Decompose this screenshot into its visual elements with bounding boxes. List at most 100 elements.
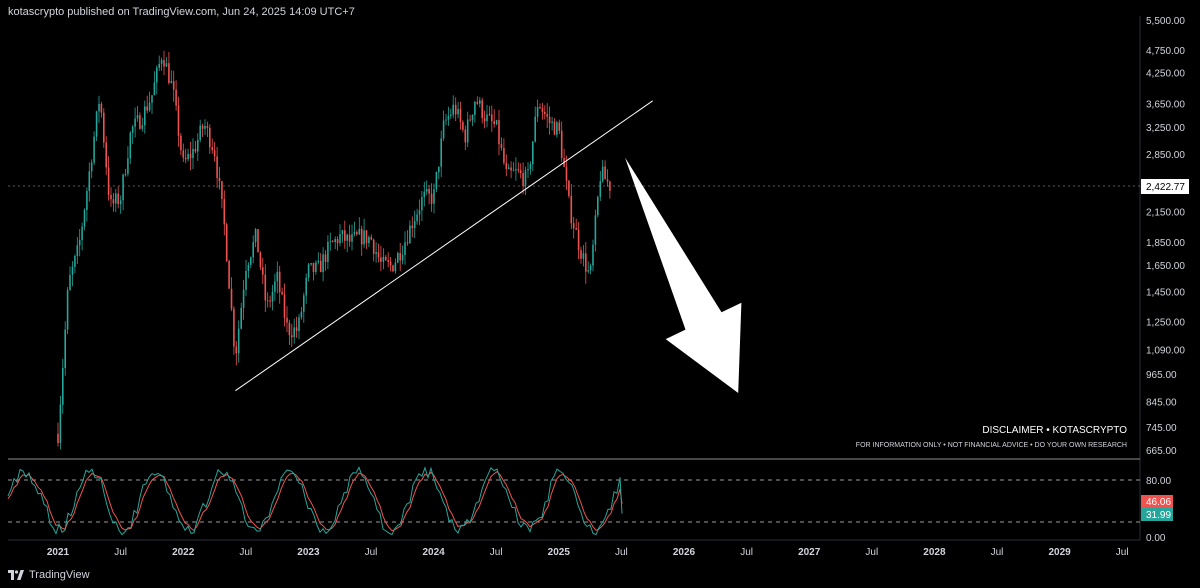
candle-body [199, 125, 201, 140]
stoch-value-green: 31.99 [1146, 510, 1171, 521]
price-tick-label: 4,750.00 [1146, 46, 1185, 57]
candle-body [295, 327, 298, 331]
candle-body [493, 121, 495, 124]
candle-body [604, 166, 606, 180]
stoch-axis: 80.00 0.00 46.06 31.99 [1141, 476, 1173, 544]
time-tick-label: Jul [740, 547, 753, 558]
candle-body [257, 229, 259, 253]
candle-body [372, 239, 375, 254]
candle-body [184, 157, 187, 160]
candle-body [213, 150, 216, 157]
candle-body [274, 281, 276, 292]
candle-body [281, 292, 283, 295]
candle-body [127, 158, 129, 174]
candle-body [416, 214, 418, 222]
candle-body [286, 317, 288, 323]
candle-body [450, 114, 452, 116]
candle-body [235, 346, 238, 354]
candle-body [76, 245, 79, 256]
candle-body [541, 108, 544, 112]
candle-body [78, 240, 81, 246]
candle-body [558, 122, 561, 131]
candle-body [421, 197, 423, 211]
candle-body [358, 228, 361, 235]
candle-body [271, 291, 274, 302]
time-tick-label: Jul [991, 547, 1004, 558]
candle-body [476, 101, 479, 104]
candle-body [505, 162, 508, 170]
candle-body [418, 210, 421, 215]
candle-body [404, 242, 406, 255]
candle-body [577, 229, 580, 251]
candle-body [425, 188, 428, 192]
candle-body [413, 221, 416, 229]
candle-body [572, 223, 575, 229]
candle-body [515, 169, 517, 171]
candle-body [194, 148, 197, 152]
candle-body [524, 170, 527, 186]
time-tick-label: 2027 [798, 547, 821, 558]
candle-body [59, 404, 62, 443]
stoch-d-line [7, 471, 623, 532]
candle-body [180, 135, 182, 151]
candle-body [353, 232, 356, 235]
candle-body [300, 311, 303, 318]
candle-body [445, 119, 447, 121]
candle-body [105, 142, 107, 168]
candle-body [435, 172, 438, 190]
price-tick-label: 965.00 [1146, 370, 1177, 381]
time-axis: 2021 Jul 2022 Jul 2023 Jul 2024 Jul 2025 Jul 2026 J… [47, 547, 1129, 558]
stoch-tick-80: 80.00 [1146, 476, 1171, 487]
candle-body [385, 256, 387, 261]
candle-body [156, 67, 158, 83]
candle-body [228, 260, 230, 289]
candle-body [172, 81, 175, 90]
time-tick-label: 2029 [1048, 547, 1071, 558]
candle-body [158, 63, 160, 68]
candle-body [266, 300, 269, 302]
candle-body [382, 256, 385, 262]
candle-body [250, 257, 252, 265]
disclaimer-subtitle: FOR INFORMATION ONLY • NOT FINANCIAL ADV… [856, 442, 1127, 449]
candle-body [204, 126, 206, 129]
candle-body [305, 277, 307, 296]
trendline [235, 100, 653, 392]
candle-body [527, 169, 529, 171]
candle-body [221, 181, 223, 200]
candle-body [240, 307, 242, 329]
candle-body [503, 147, 505, 163]
candle-body [254, 229, 257, 243]
candle-body [457, 108, 459, 115]
candle-body [151, 95, 153, 103]
candle-body [189, 153, 192, 159]
candle-body [293, 327, 295, 338]
stoch-value-badge-red [1141, 495, 1173, 508]
candle-body [368, 237, 370, 244]
candle-body [495, 120, 498, 124]
candle-body [532, 141, 534, 165]
candle-body [57, 433, 59, 443]
candle-body [153, 82, 156, 96]
price-tick-label: 2,850.00 [1146, 150, 1185, 161]
candle-body [544, 111, 546, 115]
candle-body [522, 173, 524, 186]
candle-body [278, 271, 281, 292]
footer-brand[interactable]: TradingView [8, 569, 90, 581]
candle-body [88, 171, 91, 191]
candle-body [406, 242, 409, 244]
candle-body [81, 226, 83, 241]
candle-body [553, 121, 556, 135]
price-tick-label: 3,650.00 [1146, 100, 1185, 111]
candle-body [510, 167, 512, 171]
candle-body [298, 317, 300, 331]
candle-body [177, 105, 180, 136]
candle-body [459, 108, 462, 123]
candle-body [131, 126, 134, 133]
candle-body [93, 136, 95, 163]
candle-body [247, 264, 250, 271]
candle-body [438, 166, 440, 173]
candle-body [303, 295, 305, 312]
candle-body [507, 167, 510, 170]
